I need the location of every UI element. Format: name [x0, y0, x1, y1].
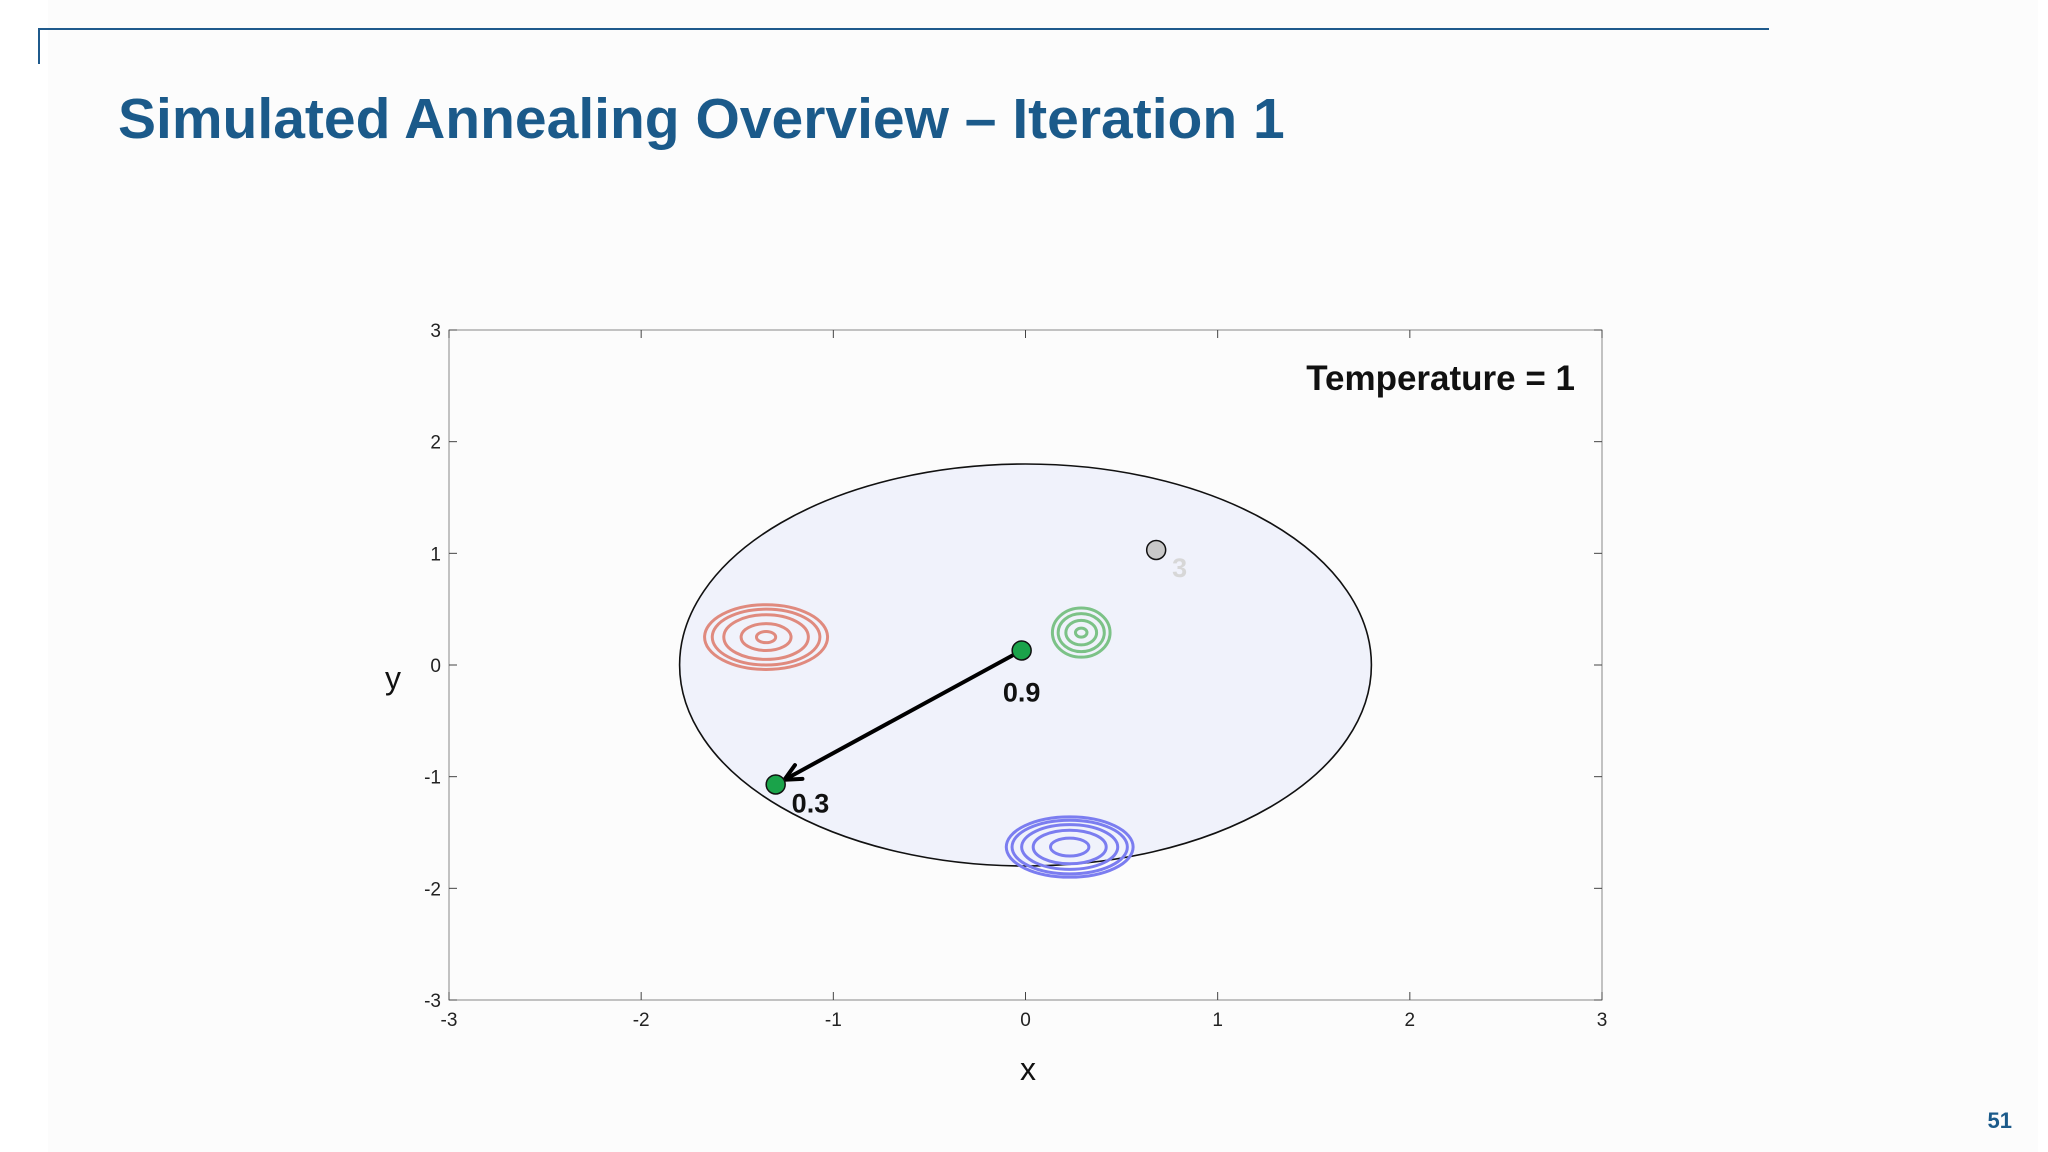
header-rule-left — [38, 28, 40, 64]
header-rule — [38, 28, 1769, 30]
temperature-label: Temperature = 1 — [1306, 359, 1575, 398]
x-tick-label: -3 — [441, 1010, 458, 1031]
y-tick-label: -3 — [424, 991, 441, 1012]
contour-blue — [1004, 815, 1135, 879]
y-axis-label: y — [385, 660, 401, 696]
contour-red — [710, 607, 822, 667]
x-tick-label: -2 — [633, 1010, 650, 1031]
contour-green — [1056, 612, 1106, 654]
x-axis-label: x — [1020, 1051, 1036, 1087]
contour-green — [1050, 606, 1112, 659]
contour-red — [754, 630, 778, 645]
y-tick-label: 2 — [430, 433, 441, 454]
point-label: 0.3 — [792, 788, 830, 818]
x-tick-label: 0 — [1020, 1010, 1031, 1031]
contour-red — [703, 603, 830, 671]
contour-blue — [1010, 818, 1129, 876]
x-tick-label: 3 — [1597, 1010, 1608, 1031]
contour-blue — [1031, 828, 1108, 866]
contour-green — [1064, 618, 1099, 647]
y-tick-label: -2 — [424, 879, 441, 900]
y-tick-label: 0 — [430, 656, 441, 677]
x-tick-label: 1 — [1212, 1010, 1223, 1031]
slide-title: Simulated Annealing Overview – Iteration… — [118, 87, 1285, 151]
x-tick-label: 2 — [1405, 1010, 1416, 1031]
page-number: 51 — [1987, 1108, 2012, 1133]
search-region — [678, 463, 1373, 867]
contour-green — [1073, 626, 1089, 639]
point-label: 3 — [1172, 553, 1187, 583]
move-arrow — [783, 648, 1023, 782]
point-accepted — [765, 774, 786, 795]
point-current — [1011, 640, 1032, 661]
contour-blue — [1048, 836, 1091, 858]
contour-red — [722, 613, 810, 661]
y-tick-label: 3 — [430, 321, 441, 342]
point-rejected — [1145, 539, 1167, 561]
contour-red — [739, 622, 793, 652]
contour-blue — [1020, 823, 1120, 871]
x-tick-label: -1 — [825, 1010, 842, 1031]
y-tick-label: 1 — [430, 544, 441, 565]
y-tick-label: -1 — [424, 768, 441, 789]
point-label: 0.9 — [1003, 677, 1041, 707]
